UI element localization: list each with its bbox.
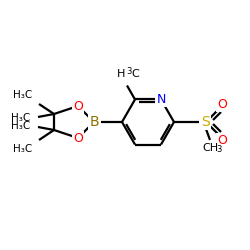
Text: 3: 3: [216, 146, 222, 154]
Text: CH: CH: [202, 143, 218, 153]
Text: H₃C: H₃C: [11, 121, 30, 131]
Text: H₃C: H₃C: [13, 90, 32, 100]
Text: H: H: [116, 70, 125, 80]
Text: O: O: [73, 100, 83, 112]
Text: N: N: [156, 93, 166, 106]
Text: S: S: [202, 115, 210, 129]
Text: H₃C: H₃C: [11, 113, 30, 123]
Text: B: B: [89, 115, 99, 129]
Text: H₃C: H₃C: [13, 144, 32, 154]
Text: O: O: [217, 98, 227, 110]
Text: 3: 3: [126, 68, 132, 76]
Text: O: O: [217, 134, 227, 146]
Text: O: O: [73, 132, 83, 144]
Text: C: C: [131, 70, 139, 80]
